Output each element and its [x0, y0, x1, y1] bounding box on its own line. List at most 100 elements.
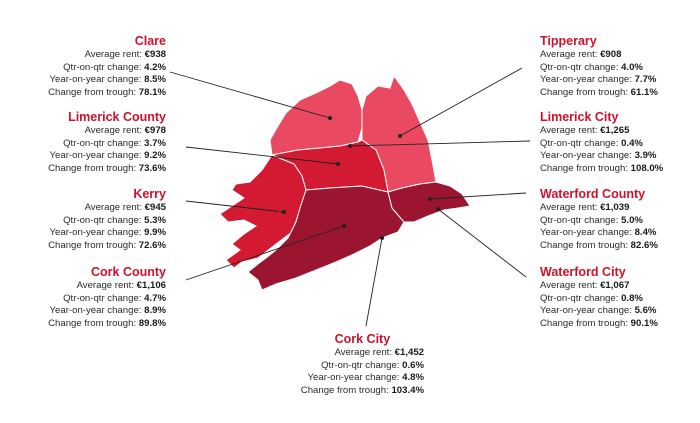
trough-value: 89.8% [138, 317, 166, 329]
qoq-value: 0.6% [402, 359, 424, 371]
yoy-value: 9.9% [144, 227, 166, 239]
info-tipperary: Tipperary Average rent: €908 Qtr-on-qtr … [540, 33, 658, 99]
region-name: Limerick City [540, 110, 619, 124]
region-name: Tipperary [540, 34, 597, 48]
avg-value: €908 [600, 49, 622, 60]
region-name: Cork County [91, 265, 166, 279]
trough-value: 78.1% [138, 86, 166, 98]
info-waterford-city: Waterford City Average rent: €1,067 Qtr-… [540, 264, 658, 330]
dot-waterford-county [428, 197, 432, 201]
trough-label: Change from trough: [540, 86, 628, 98]
avg-label: Average rent: [540, 202, 598, 213]
info-limerick-city: Limerick City Average rent: €1,265 Qtr-o… [540, 109, 663, 175]
dot-cork-county [342, 224, 346, 228]
dot-tipperary [398, 134, 402, 138]
yoy-label: Year-on-year change: [540, 150, 632, 162]
trough-value: 73.6% [138, 162, 166, 174]
trough-label: Change from trough: [48, 162, 137, 174]
trough-value: 72.6% [138, 239, 166, 251]
yoy-value: 5.6% [634, 305, 657, 317]
avg-label: Average rent: [84, 49, 142, 60]
region-name: Kerry [133, 187, 166, 201]
dot-limerick-county [336, 162, 340, 166]
avg-value: €1,265 [600, 125, 630, 136]
yoy-value: 8.9% [144, 305, 166, 317]
yoy-value: 3.9% [634, 150, 657, 162]
region-waterford [387, 181, 471, 223]
leader-kerry [185, 200, 285, 213]
trough-value: 108.0% [630, 162, 664, 174]
leader-cork-city [365, 237, 383, 327]
region-name: Clare [134, 34, 166, 48]
yoy-value: 8.5% [144, 74, 166, 86]
region-name: Cork City [334, 332, 391, 346]
avg-value: €1,039 [600, 202, 630, 213]
avg-label: Average rent: [84, 202, 142, 213]
qoq-label: Qtr-on-qtr change: [540, 137, 619, 149]
yoy-value: 9.2% [144, 150, 166, 162]
qoq-value: 0.8% [621, 292, 643, 304]
qoq-value: 5.3% [144, 214, 166, 226]
dot-kerry [282, 210, 286, 214]
dot-clare [328, 116, 332, 120]
qoq-label: Qtr-on-qtr change: [63, 214, 142, 226]
dot-limerick-city [348, 144, 352, 148]
avg-value: €1,452 [394, 347, 424, 358]
trough-label: Change from trough: [540, 239, 628, 251]
avg-label: Average rent: [84, 125, 142, 136]
avg-value: €945 [144, 202, 166, 213]
trough-label: Change from trough: [48, 239, 137, 251]
info-waterford-county: Waterford County Average rent: €1,039 Qt… [540, 186, 658, 252]
trough-label: Change from trough: [300, 384, 389, 396]
avg-label: Average rent: [540, 280, 598, 291]
qoq-value: 4.0% [621, 61, 643, 73]
yoy-label: Year-on-year change: [49, 150, 142, 162]
dot-cork-city [380, 236, 384, 240]
avg-value: €938 [144, 49, 166, 60]
qoq-value: 0.4% [621, 137, 643, 149]
qoq-value: 5.0% [621, 214, 643, 226]
leader-limerick-county [185, 146, 339, 165]
leader-limerick-city [349, 140, 531, 147]
qoq-label: Qtr-on-qtr change: [321, 359, 400, 371]
dot-waterford-city [436, 207, 440, 211]
qoq-label: Qtr-on-qtr change: [63, 61, 142, 73]
yoy-label: Year-on-year change: [540, 227, 632, 239]
info-kerry: Kerry Average rent: €945 Qtr-on-qtr chan… [48, 186, 166, 252]
qoq-value: 3.7% [144, 137, 166, 149]
yoy-label: Year-on-year change: [49, 74, 142, 86]
trough-label: Change from trough: [48, 86, 137, 98]
qoq-label: Qtr-on-qtr change: [63, 292, 142, 304]
avg-label: Average rent: [540, 125, 598, 136]
avg-label: Average rent: [334, 347, 392, 358]
trough-label: Change from trough: [540, 162, 628, 174]
leader-waterford-city [437, 208, 527, 278]
qoq-label: Qtr-on-qtr change: [540, 292, 619, 304]
leader-waterford-county [429, 192, 527, 200]
trough-label: Change from trough: [48, 317, 137, 329]
trough-label: Change from trough: [540, 317, 628, 329]
qoq-value: 4.7% [144, 292, 166, 304]
yoy-value: 8.4% [634, 227, 657, 239]
qoq-value: 4.2% [144, 61, 166, 73]
leader-clare [169, 71, 331, 119]
trough-value: 103.4% [391, 384, 424, 396]
leader-tipperary [399, 67, 523, 137]
avg-label: Average rent: [540, 49, 598, 60]
info-limerick-county: Limerick County Average rent: €978 Qtr-o… [48, 109, 166, 175]
info-cork-city: Cork City Average rent: €1,452 Qtr-on-qt… [301, 331, 424, 397]
qoq-label: Qtr-on-qtr change: [540, 61, 619, 73]
yoy-label: Year-on-year change: [540, 305, 632, 317]
region-name: Waterford County [540, 187, 646, 201]
yoy-label: Year-on-year change: [49, 227, 142, 239]
leader-cork-county [185, 225, 345, 281]
yoy-value: 4.8% [402, 372, 424, 384]
info-cork-county: Cork County Average rent: €1,106 Qtr-on-… [48, 264, 166, 330]
yoy-label: Year-on-year change: [307, 372, 400, 384]
region-name: Limerick County [68, 110, 166, 124]
avg-value: €1,106 [136, 280, 166, 291]
yoy-value: 7.7% [634, 74, 657, 86]
info-clare: Clare Average rent: €938 Qtr-on-qtr chan… [48, 33, 166, 99]
yoy-label: Year-on-year change: [540, 74, 632, 86]
